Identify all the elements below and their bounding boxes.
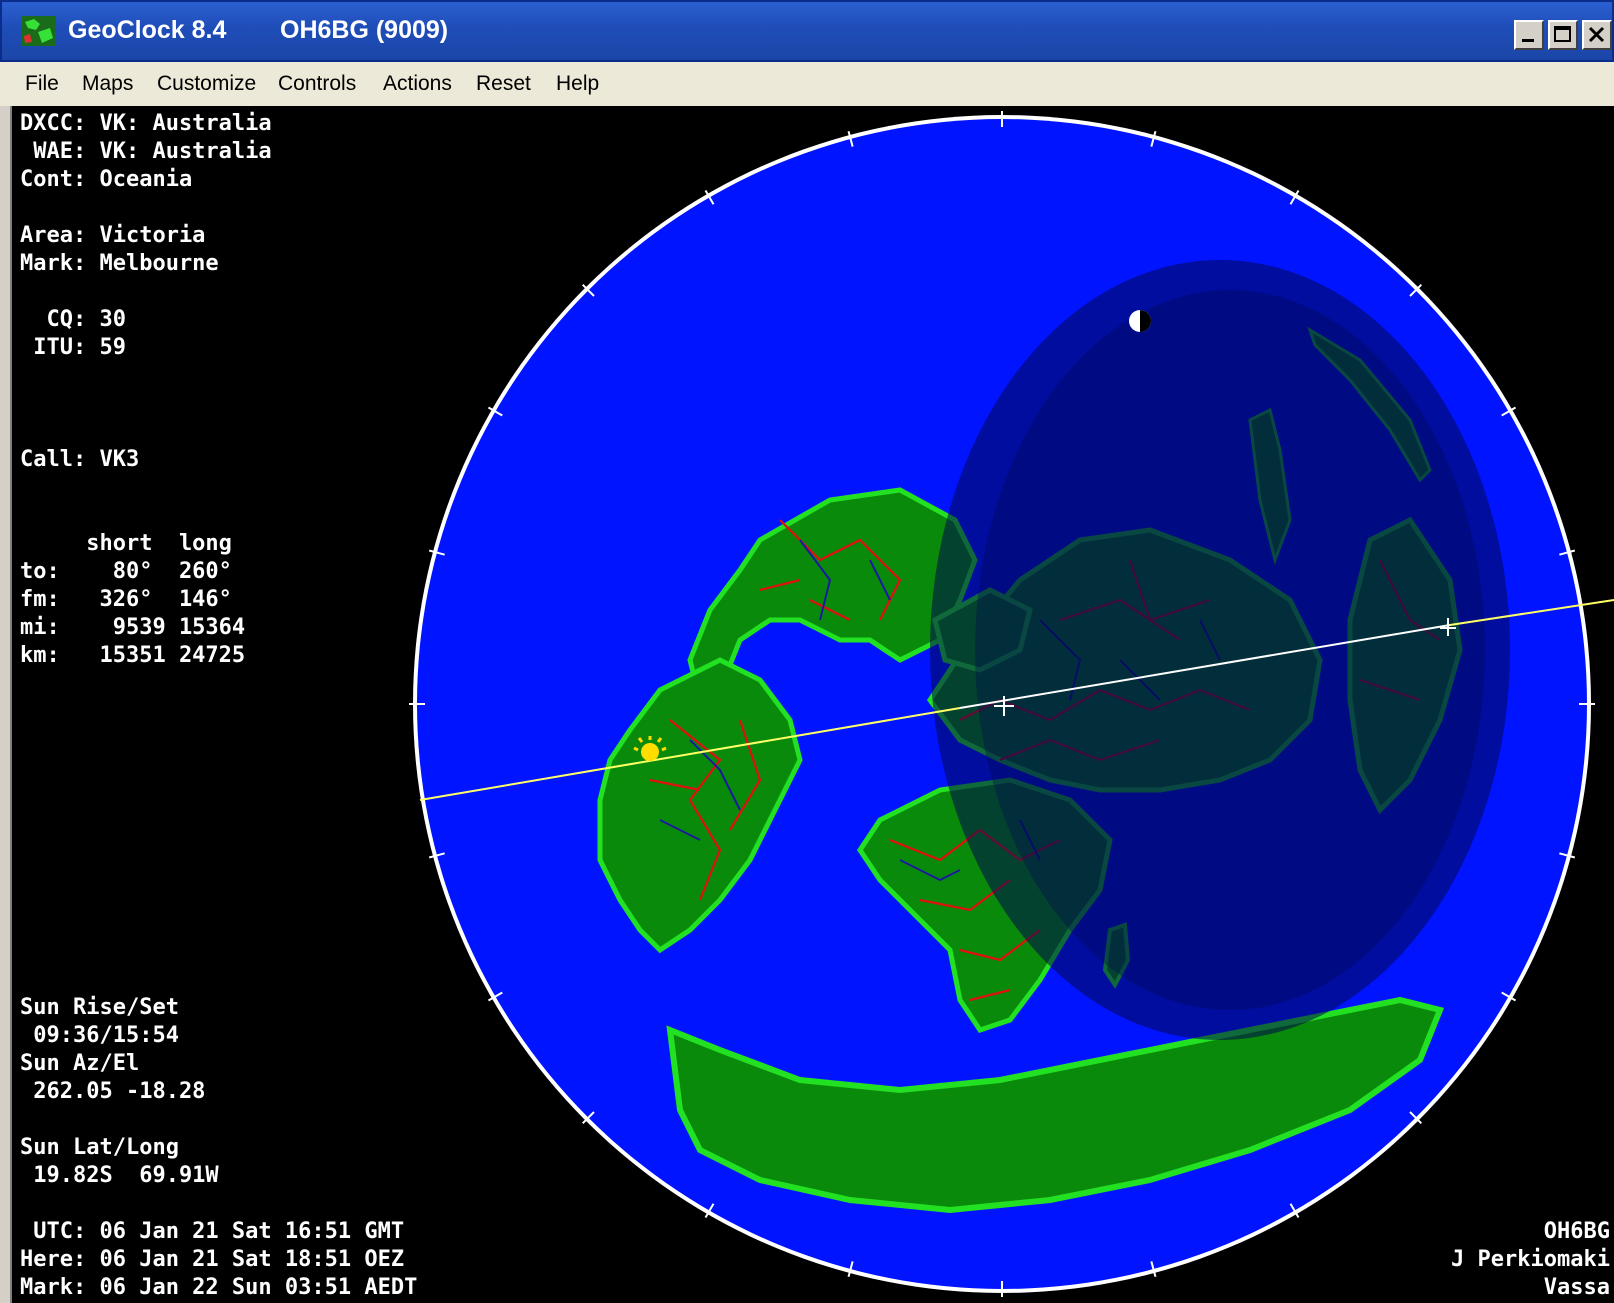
- bearing-from: fm: 326° 146°: [20, 587, 232, 612]
- azimuth-tick: [1559, 852, 1576, 859]
- azimuth-tick: [1501, 991, 1517, 1002]
- azimuth-tick: [1409, 283, 1423, 297]
- azimuth-tick: [1559, 549, 1576, 556]
- bearing-to: to: 80° 260°: [20, 559, 232, 584]
- azimuth-tick: [704, 189, 715, 205]
- qth-crosshair-icon[interactable]: [994, 696, 1014, 716]
- azimuth-tick: [487, 406, 503, 417]
- azimuth-tick: [1289, 189, 1300, 205]
- window-title: GeoClock 8.4: [68, 16, 227, 44]
- globe-map-icon[interactable]: [22, 16, 56, 46]
- menu-controls[interactable]: Controls: [278, 72, 357, 95]
- azimuth-ticks: [409, 111, 1595, 1297]
- window-left-border: [0, 106, 12, 1303]
- azimuth-tick: [1150, 1261, 1157, 1278]
- azimuth-tick: [581, 1111, 595, 1125]
- menu-maps[interactable]: Maps: [82, 72, 134, 95]
- azimuth-tick: [428, 549, 445, 556]
- info-mark: Mark: Melbourne: [20, 251, 219, 276]
- azimuth-tick: [1150, 130, 1157, 147]
- sun-riseset-label: Sun Rise/Set: [20, 995, 179, 1020]
- azimuth-tick: [1409, 1111, 1423, 1125]
- info-area: Area: Victoria: [20, 223, 206, 248]
- info-continent: Cont: Oceania: [20, 167, 193, 192]
- path-short-yellow: [419, 707, 961, 801]
- menu-bar: File Maps Customize Controls Actions Res…: [0, 62, 1614, 107]
- time-here: Here: 06 Jan 21 Sat 18:51 OEZ: [20, 1247, 405, 1272]
- azimuth-tick: [581, 283, 595, 297]
- azimuth-tick: [1289, 1203, 1300, 1219]
- credit-location: Vassa: [1543, 1275, 1610, 1300]
- night-shade-outer: [930, 260, 1510, 1040]
- title-bar: GeoClock 8.4 OH6BG (9009): [0, 0, 1614, 62]
- distance-km: km: 15351 24725: [20, 643, 246, 668]
- menu-help[interactable]: Help: [556, 72, 600, 95]
- path-short-white: [959, 624, 1451, 709]
- azimuth-tick: [428, 852, 445, 859]
- moon-icon[interactable]: [1129, 310, 1151, 332]
- land-south-america: [597, 657, 803, 954]
- sun-azel-label: Sun Az/El: [20, 1051, 140, 1076]
- info-dxcc: DXCC: VK: Australia: [20, 111, 272, 136]
- azimuth-tick: [847, 1261, 854, 1278]
- menu-customize[interactable]: Customize: [157, 72, 257, 95]
- info-cq-zone: CQ: 30: [20, 307, 126, 332]
- map-display[interactable]: DXCC: VK: Australia WAE: VK: Australia C…: [12, 106, 1614, 1303]
- time-mark: Mark: 06 Jan 22 Sun 03:51 AEDT: [20, 1275, 418, 1300]
- credit-name: J Perkiomaki: [1451, 1247, 1610, 1272]
- bearing-header: short long: [20, 531, 232, 556]
- azimuth-tick: [847, 130, 854, 147]
- info-itu-zone: ITU: 59: [20, 335, 126, 360]
- maximize-button[interactable]: [1548, 20, 1578, 50]
- info-wae: WAE: VK: Australia: [20, 139, 272, 164]
- path-long-yellow: [1449, 599, 1614, 626]
- sun-latlong-value: 19.82S 69.91W: [20, 1163, 219, 1188]
- menu-actions[interactable]: Actions: [383, 72, 452, 95]
- sun-azel-value: 262.05 -18.28: [20, 1079, 206, 1104]
- window-callsign: OH6BG (9009): [280, 16, 449, 44]
- close-button[interactable]: [1582, 20, 1612, 50]
- azimuth-tick: [704, 1203, 715, 1219]
- close-icon: [1588, 26, 1605, 43]
- menu-reset[interactable]: Reset: [476, 72, 531, 95]
- info-call: Call: VK3: [20, 447, 140, 472]
- azimuthal-map[interactable]: [12, 106, 1614, 1303]
- night-shade-inner: [975, 290, 1485, 1010]
- azimuth-tick: [1501, 406, 1517, 417]
- target-crosshair-icon[interactable]: [1440, 618, 1456, 636]
- minimize-button[interactable]: [1514, 20, 1544, 50]
- sun-icon[interactable]: [633, 736, 667, 761]
- credit-callsign: OH6BG: [1543, 1219, 1610, 1244]
- maximize-icon: [1554, 26, 1571, 42]
- sun-latlong-label: Sun Lat/Long: [20, 1135, 179, 1160]
- minimize-icon: [1522, 39, 1534, 42]
- sun-riseset-value: 09:36/15:54: [20, 1023, 179, 1048]
- land-antarctica: [666, 996, 1445, 1214]
- time-utc: UTC: 06 Jan 21 Sat 16:51 GMT: [20, 1219, 405, 1244]
- azimuth-tick: [487, 991, 503, 1002]
- menu-file[interactable]: File: [25, 72, 59, 95]
- distance-miles: mi: 9539 15364: [20, 615, 246, 640]
